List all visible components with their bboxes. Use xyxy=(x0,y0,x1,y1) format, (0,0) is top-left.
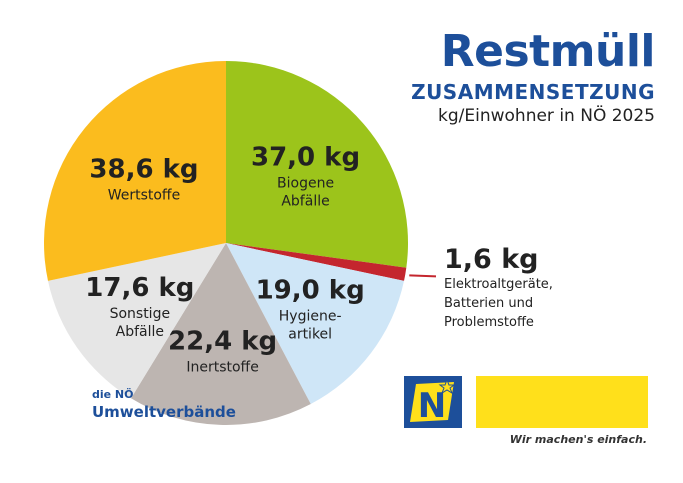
slice-category-label: Biogene xyxy=(277,176,334,192)
slice-value-label: 17,6 kg xyxy=(85,273,194,303)
chart-unit: kg/Einwohner in NÖ 2025 xyxy=(438,106,655,126)
chart-subtitle: ZUSAMMENSETZUNG xyxy=(411,80,655,104)
slice-value-label: 37,0 kg xyxy=(251,143,360,173)
pie-slice xyxy=(47,243,226,399)
slice-category-label: Elektroaltgeräte, xyxy=(444,277,553,292)
slice-category-label: Hygiene- xyxy=(279,309,342,325)
pie-slice xyxy=(131,243,311,425)
slice-category-label: Batterien und xyxy=(444,296,533,311)
pie-slice xyxy=(226,243,405,405)
slice-category-label: Abfälle xyxy=(281,194,329,210)
logo-box xyxy=(476,376,648,428)
slice-value-label: 22,4 kg xyxy=(168,327,277,357)
slice-category-label: Sonstige xyxy=(110,306,171,322)
slice-category-label: artikel xyxy=(288,327,332,343)
slice-value-label: 19,0 kg xyxy=(256,276,365,306)
logo-line-1: die NÖ xyxy=(92,388,134,401)
slice-category-label: Inertstoffe xyxy=(186,360,258,376)
callout-line xyxy=(409,274,437,278)
slice-category-label: Problemstoffe xyxy=(444,315,534,330)
slice-category-label: Abfälle xyxy=(116,324,164,340)
slice-category-label: Wertstoffe xyxy=(108,188,181,204)
logo: N xyxy=(404,376,648,428)
logo-slogan: Wir machen's einfach. xyxy=(509,433,647,446)
logo-line-2: Umweltverbände xyxy=(92,403,236,421)
logo-letter: N xyxy=(418,386,446,426)
pie-slice xyxy=(226,61,409,268)
chart-title: Restmüll xyxy=(440,26,656,77)
pie-slice xyxy=(226,243,407,281)
slice-value-label: 38,6 kg xyxy=(89,155,198,185)
pie-slice xyxy=(43,61,226,281)
noe-logo-icon: N xyxy=(404,376,462,428)
slice-value-label: 1,6 kg xyxy=(444,244,539,275)
